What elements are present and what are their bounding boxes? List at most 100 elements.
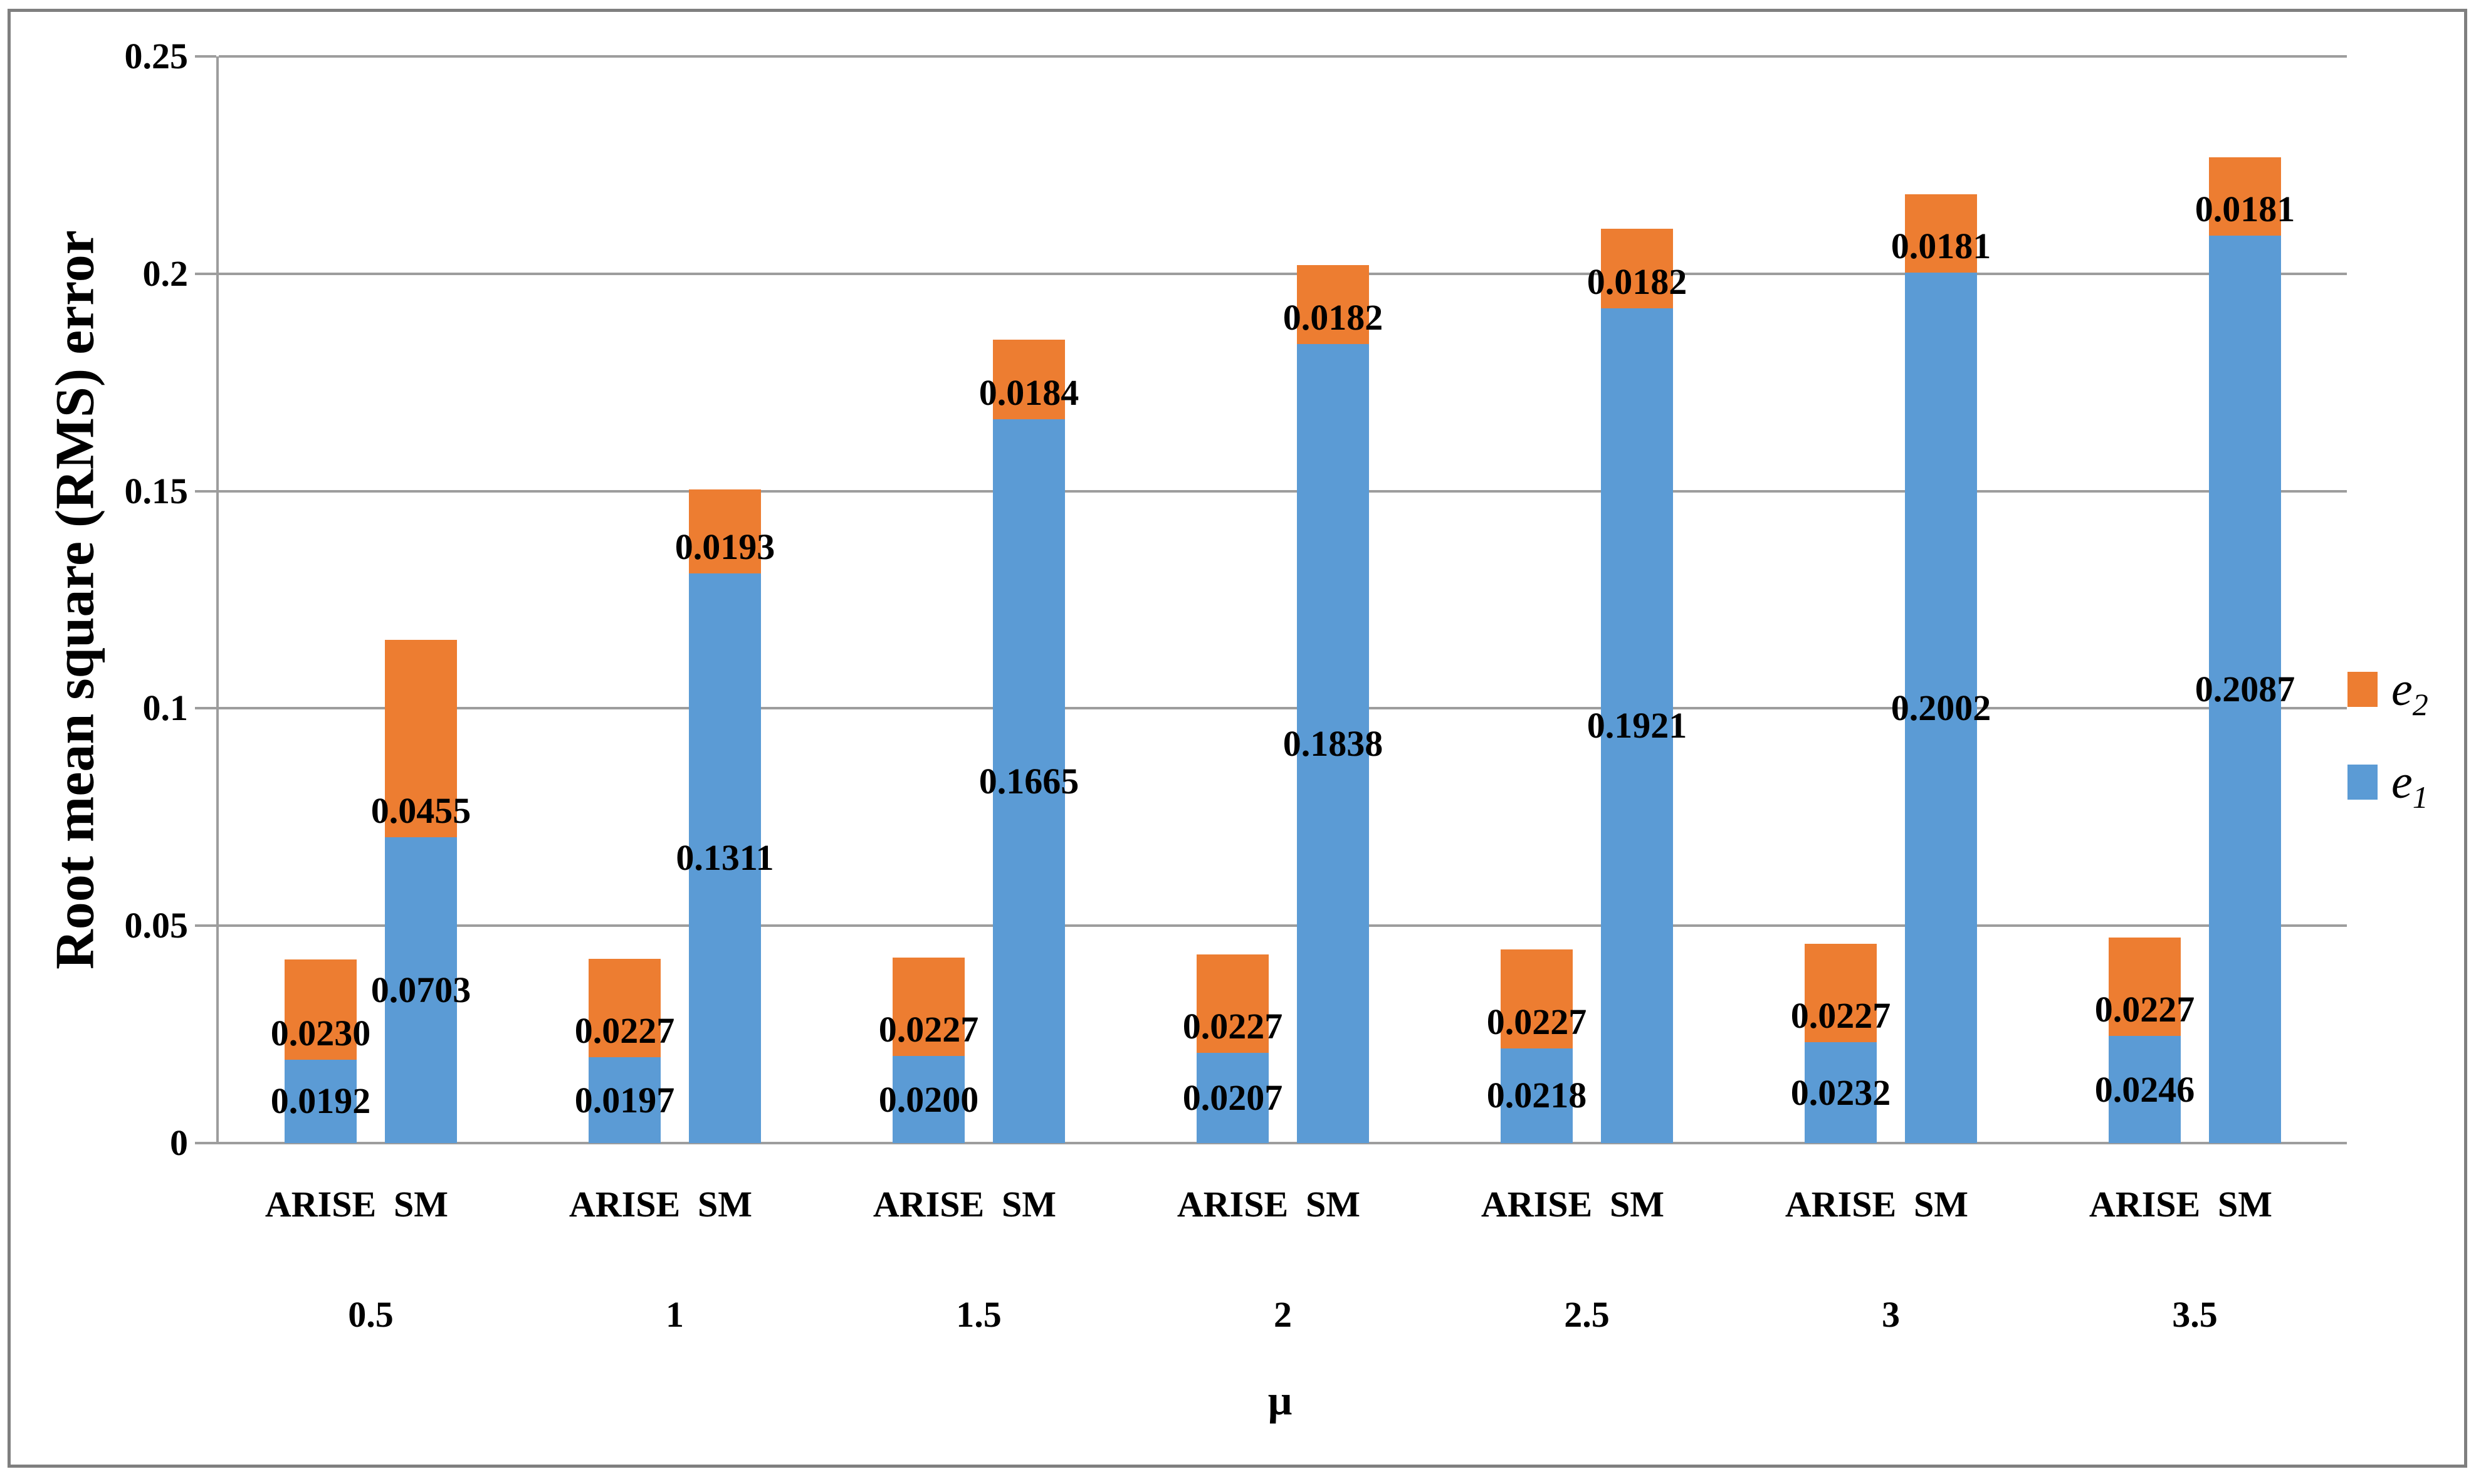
bar-segment-e1 <box>1297 344 1369 1143</box>
data-label-e2: 0.0182 <box>1282 297 1383 338</box>
stacked-bar-arise: 0.0227 0.0232 <box>1791 943 1891 1143</box>
mu-value-label: 2 <box>1274 1294 1292 1335</box>
bar-segment-e2 <box>1601 229 1673 308</box>
category-label-arise: ARISE <box>265 1184 377 1225</box>
category-label-sm: SM <box>1306 1184 1360 1225</box>
bar-segment-e2 <box>2109 937 2181 1037</box>
gridline <box>219 272 2347 275</box>
mu-value-label: 3.5 <box>2172 1294 2218 1335</box>
category-label-arise: ARISE <box>1481 1184 1593 1225</box>
bar-segment-e2 <box>689 489 761 573</box>
category-label-arise: ARISE <box>1177 1184 1289 1225</box>
bar-segment-e1 <box>1601 308 1673 1143</box>
bar-segment-e2 <box>1297 264 1369 345</box>
y-tick-label: 0.05 <box>124 905 189 946</box>
category-label-arise: ARISE <box>569 1184 681 1225</box>
data-label-e1: 0.1311 <box>676 837 774 879</box>
legend: e2 e1 <box>2347 663 2428 857</box>
bar-segment-e2 <box>1197 954 1269 1053</box>
y-tick-label: 0.15 <box>124 470 189 511</box>
stacked-bar-sm: 0.0182 0.1838 <box>1283 264 1383 1143</box>
category-label-sm: SM <box>1002 1184 1056 1225</box>
bar-segment-e2 <box>589 958 661 1058</box>
stacked-bar-sm: 0.0184 0.1665 <box>979 339 1079 1143</box>
mu-value-label: 1.5 <box>956 1294 1002 1335</box>
bar-segment-e2 <box>1805 943 1877 1043</box>
bar-group: 0.0227 0.0197 ARISE 0.0193 0.1311 SM 1 <box>523 56 827 1335</box>
mu-value-label: 0.5 <box>348 1294 394 1335</box>
bar-group: 0.0227 0.0207 ARISE 0.0182 0.1838 SM 2 <box>1131 56 1435 1335</box>
mu-value-label: 2.5 <box>1564 1294 1610 1335</box>
legend-swatch-e1 <box>2347 765 2378 800</box>
axis-tick <box>195 707 216 710</box>
bar-segment-e1 <box>1197 1053 1269 1143</box>
legend-label-e2: e2 <box>2391 663 2428 723</box>
category-label-arise: ARISE <box>2089 1184 2201 1225</box>
stacked-bar-sm: 0.0193 0.1311 <box>675 489 775 1143</box>
data-label-e1: 0.2087 <box>2195 669 2295 710</box>
stacked-bar-arise: 0.0230 0.0192 <box>271 959 370 1143</box>
category-label-sm: SM <box>1914 1184 1968 1225</box>
bar-group: 0.0227 0.0246 ARISE 0.0181 0.2087 SM 3.5 <box>2043 56 2347 1335</box>
bar-segment-e1 <box>385 837 457 1143</box>
data-label-e1: 0.0703 <box>370 969 471 1011</box>
x-axis-title: μ <box>1267 1376 1293 1424</box>
data-label-e2: 0.0182 <box>1587 261 1687 302</box>
plot-area: 0.0230 0.0192 ARISE 0.0455 0.0703 SM 0.5 0.0227… <box>195 55 2347 1335</box>
data-label-e2: 0.0193 <box>674 526 775 567</box>
legend-item-e2: e2 <box>2347 663 2428 723</box>
x-axis-line <box>216 1142 2347 1144</box>
data-label-e2: 0.0181 <box>2195 189 2295 230</box>
y-tick-label: 0 <box>170 1122 188 1163</box>
data-label-e1: 0.1921 <box>1587 704 1687 746</box>
category-label-arise: ARISE <box>1785 1184 1897 1225</box>
bar-segment-e1 <box>689 573 761 1143</box>
bar-segment-e1 <box>2209 236 2281 1143</box>
data-label-e1: 0.0200 <box>878 1079 979 1120</box>
data-label-e2: 0.0227 <box>1790 995 1891 1037</box>
gridline <box>219 55 2347 58</box>
data-label-e1: 0.0197 <box>574 1079 675 1121</box>
stacked-bar-arise: 0.0227 0.0207 <box>1183 954 1282 1143</box>
y-tick-label: 0.1 <box>142 687 189 729</box>
bar-group: 0.0230 0.0192 ARISE 0.0455 0.0703 SM 0.5 <box>219 56 523 1335</box>
legend-swatch-e2 <box>2347 672 2378 707</box>
bar-segment-e1 <box>285 1059 357 1143</box>
data-label-e2: 0.0181 <box>1891 226 1991 267</box>
data-label-e1: 0.0207 <box>1182 1077 1283 1119</box>
data-label-e2: 0.0227 <box>878 1009 979 1050</box>
bar-group: 0.0227 0.0218 ARISE 0.0182 0.1921 SM 2.5 <box>1435 56 1739 1335</box>
legend-label-e1: e1 <box>2391 756 2428 815</box>
data-label-e2: 0.0227 <box>2094 989 2195 1030</box>
data-label-e2: 0.0227 <box>1486 1001 1587 1042</box>
bar-group: 0.0227 0.0200 ARISE 0.0184 0.1665 SM 1.5 <box>827 56 1131 1335</box>
data-label-e1: 0.1665 <box>978 760 1079 802</box>
bar-segment-e1 <box>2109 1036 2181 1143</box>
bar-segment-e2 <box>285 959 357 1060</box>
data-label-e1: 0.1838 <box>1282 723 1383 764</box>
bar-segment-e1 <box>589 1057 661 1143</box>
axis-tick <box>195 489 216 493</box>
bar-segment-e1 <box>993 419 1065 1143</box>
category-label-sm: SM <box>1610 1184 1664 1225</box>
category-label-sm: SM <box>698 1184 752 1225</box>
bar-segment-e1 <box>1501 1048 1573 1143</box>
data-label-e1: 0.0218 <box>1486 1075 1587 1116</box>
y-axis-title: Root mean square (RMS) error <box>45 230 106 969</box>
stacked-bar-sm: 0.0181 0.2002 <box>1891 194 1991 1143</box>
data-label-e1: 0.0192 <box>270 1080 371 1122</box>
category-label-arise: ARISE <box>873 1184 985 1225</box>
bar-segment-e2 <box>993 339 1065 420</box>
y-tick-label: 0.2 <box>142 253 189 294</box>
category-label-sm: SM <box>2218 1184 2272 1225</box>
y-tick-label: 0.25 <box>124 36 189 76</box>
data-label-e2: 0.0227 <box>1182 1006 1283 1047</box>
bar-segment-e1 <box>893 1056 965 1143</box>
axis-tick <box>195 1142 216 1144</box>
stacked-bar-arise: 0.0227 0.0218 <box>1487 949 1587 1143</box>
stacked-bar-arise: 0.0227 0.0200 <box>879 957 978 1143</box>
bar-segment-e2 <box>893 957 965 1057</box>
stacked-bar-arise: 0.0227 0.0197 <box>575 958 674 1143</box>
stacked-bar-sm: 0.0455 0.0703 <box>371 639 471 1143</box>
